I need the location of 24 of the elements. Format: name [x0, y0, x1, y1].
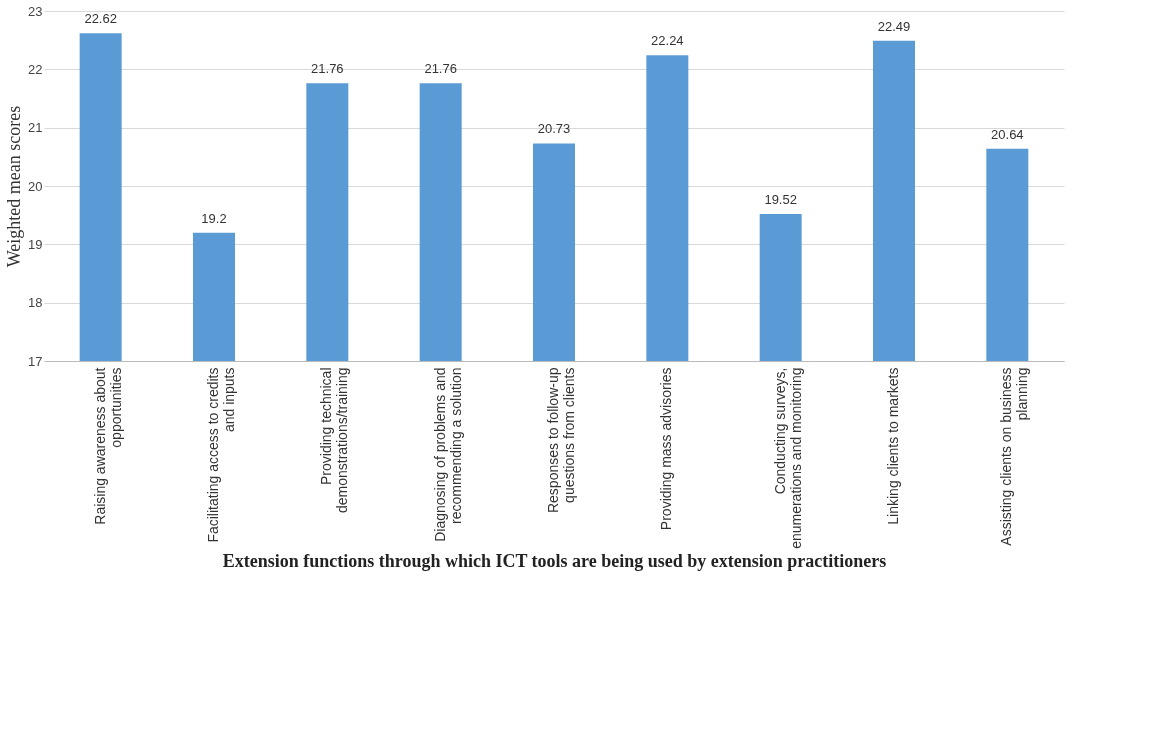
- data-label: 19.2: [201, 210, 227, 226]
- y-axis-title: Weighted mean scores: [4, 105, 25, 268]
- y-tick-label: 23: [28, 3, 43, 19]
- data-label: 20.73: [537, 121, 571, 137]
- y-tick-label: 17: [28, 353, 43, 369]
- x-tick-label: Facilitating access to credits and inputs: [205, 367, 237, 543]
- x-axis-title: Extension functions through which ICT tools are being used by extension practitioners: [222, 550, 887, 571]
- data-label: 21.76: [424, 61, 457, 77]
- x-tick-label: Assisting clients on business planning: [998, 367, 1031, 546]
- x-tick-label: Linking clients to markets: [885, 367, 901, 525]
- data-label: 22.24: [651, 33, 684, 49]
- data-label: 22.62: [84, 11, 117, 27]
- data-label: 21.76: [311, 61, 344, 77]
- data-label: 19.52: [764, 192, 797, 207]
- x-tick-label: Conducting surveys, enumerations and monitoring: [771, 367, 804, 549]
- y-tick-label: 18: [28, 295, 43, 311]
- x-tick-label: Providing mass advisories: [658, 367, 675, 531]
- data-label: 22.49: [877, 18, 911, 34]
- y-tick-label: 19: [28, 236, 43, 252]
- y-tick-label: 20: [28, 178, 43, 194]
- y-tick-label: 22: [28, 61, 43, 77]
- x-tick-label: Raising awareness about opportunities: [91, 367, 124, 525]
- y-tick-label: 21: [28, 120, 43, 136]
- data-label: 20.64: [991, 126, 1024, 142]
